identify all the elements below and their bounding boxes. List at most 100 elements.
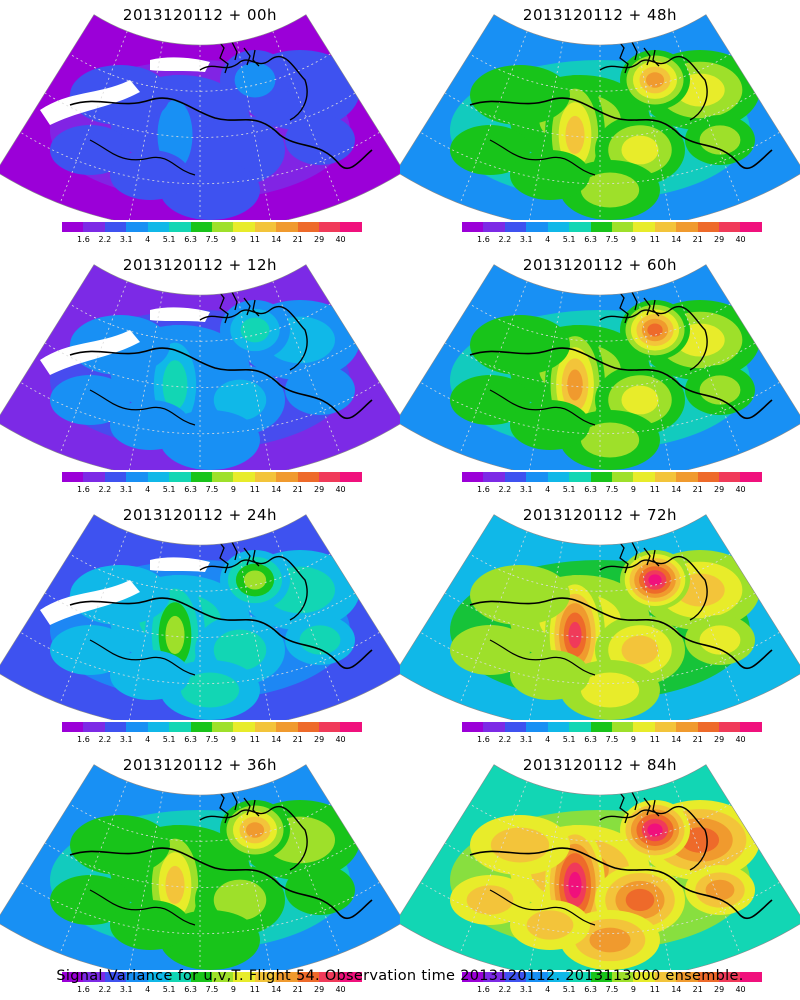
colorbar-tick-label: 2.2 bbox=[498, 735, 512, 744]
colorbar-swatch bbox=[483, 972, 505, 982]
colorbar-tick-label: 29 bbox=[314, 235, 325, 244]
latitude-line bbox=[444, 342, 756, 388]
longitude-line bbox=[672, 531, 741, 704]
colorbar-tick-label: 4 bbox=[145, 485, 151, 494]
colorbar-tick-label: 21 bbox=[292, 735, 303, 744]
contour-blob bbox=[580, 172, 640, 208]
coastline bbox=[69, 97, 373, 170]
colorbar-tick-label: 9 bbox=[630, 985, 636, 994]
colorbar-tick-label: 11 bbox=[249, 485, 260, 494]
contour-blob bbox=[234, 62, 276, 98]
colorbar-swatch bbox=[633, 472, 655, 482]
colorbar-swatch bbox=[319, 972, 341, 982]
colorbar-swatch bbox=[697, 972, 720, 982]
contour-blob bbox=[647, 323, 663, 337]
colorbar-swatch bbox=[740, 222, 762, 232]
colorbar-swatch bbox=[633, 222, 655, 232]
contour-blob bbox=[510, 400, 590, 450]
map-panel: 2013120112 + 24h 1.6 2.2 3.1 4 5.1 6.3 7.5 9 11 14… bbox=[0, 500, 400, 750]
contour-blob bbox=[699, 125, 741, 155]
colorbar-tick-label: 40 bbox=[335, 485, 346, 494]
colorbar-swatch bbox=[126, 472, 148, 482]
latitude-line bbox=[44, 92, 356, 138]
contour-blob bbox=[450, 625, 530, 675]
colorbar-tick-label: 3.1 bbox=[119, 235, 133, 244]
latitude-line bbox=[20, 631, 380, 685]
colorbar-tick-label: 11 bbox=[249, 735, 260, 744]
colorbar bbox=[62, 222, 362, 232]
colorbar-swatch bbox=[569, 972, 591, 982]
coastline bbox=[469, 847, 773, 920]
colorbar-tick-label: 1.6 bbox=[477, 235, 490, 244]
colorbar-swatch bbox=[62, 972, 84, 982]
longitude-line bbox=[459, 531, 528, 704]
colorbar-swatch bbox=[611, 972, 634, 982]
colorbar-swatch bbox=[297, 472, 320, 482]
colorbar-tick-label: 6.3 bbox=[184, 485, 197, 494]
arctic-islands bbox=[217, 289, 260, 324]
colorbar bbox=[62, 472, 362, 482]
colorbar-swatch bbox=[126, 222, 148, 232]
colorbar bbox=[462, 722, 762, 732]
panel-title: 2013120112 + 12h bbox=[122, 256, 278, 274]
colorbar-ticks: 1.6 2.2 3.1 4 5.1 6.3 7.5 9 11 14 21 29 40 bbox=[444, 985, 780, 997]
panel-title: 2013120112 + 24h bbox=[122, 506, 278, 524]
colorbar-swatch bbox=[569, 222, 591, 232]
arctic-islands bbox=[217, 39, 260, 74]
colorbar-swatch bbox=[254, 722, 277, 732]
colorbar-tick-label: 2.2 bbox=[98, 985, 112, 994]
missing-data-patch bbox=[150, 57, 210, 72]
colorbar-swatch bbox=[633, 972, 655, 982]
map-panel: 2013120112 + 72h 1.6 2.2 3.1 4 5.1 6.3 7.5 9 11 14… bbox=[400, 500, 800, 750]
colorbar-swatch bbox=[676, 472, 698, 482]
contour-blob bbox=[580, 422, 640, 458]
coastline bbox=[489, 389, 596, 426]
colorbar-tick-label: 14 bbox=[271, 235, 282, 244]
panel-title: 2013120112 + 60h bbox=[522, 256, 678, 274]
colorbar-swatch bbox=[83, 472, 105, 482]
longitude-line bbox=[672, 781, 741, 954]
polar-sector-map bbox=[400, 264, 800, 470]
longitude-line bbox=[636, 791, 672, 970]
map-border bbox=[0, 264, 400, 470]
contour-blob bbox=[50, 375, 130, 425]
colorbar-swatch bbox=[104, 222, 127, 232]
colorbar-swatch bbox=[169, 222, 191, 232]
colorbar-tick-label: 7.5 bbox=[605, 735, 619, 744]
colorbar-tick-label: 11 bbox=[249, 985, 260, 994]
colorbar-swatch bbox=[319, 222, 341, 232]
colorbar-tick-label: 5.1 bbox=[562, 235, 576, 244]
longitude-line bbox=[636, 541, 672, 720]
colorbar-swatch bbox=[340, 972, 362, 982]
colorbar-tick-label: 3.1 bbox=[519, 485, 533, 494]
longitude-line bbox=[672, 31, 741, 204]
coastline bbox=[489, 139, 596, 176]
colorbar-tick-label: 2.2 bbox=[498, 485, 512, 494]
colorbar-swatch bbox=[547, 722, 570, 732]
colorbar-swatch bbox=[526, 722, 548, 732]
contour-blob bbox=[568, 621, 582, 649]
colorbar-swatch bbox=[697, 222, 720, 232]
longitude-line bbox=[528, 541, 564, 720]
polar-sector-map bbox=[0, 264, 400, 470]
colorbar-tick-label: 5.1 bbox=[562, 735, 576, 744]
colorbar-tick-label: 6.3 bbox=[584, 235, 597, 244]
colorbar-swatch bbox=[740, 972, 762, 982]
colorbar-swatch bbox=[740, 472, 762, 482]
colorbar-tick-label: 1.6 bbox=[77, 235, 90, 244]
contour-blob bbox=[285, 365, 355, 415]
colorbar-tick-label: 1.6 bbox=[77, 735, 90, 744]
arctic-islands bbox=[617, 539, 660, 574]
colorbar-swatch bbox=[611, 472, 634, 482]
map-border bbox=[400, 14, 800, 220]
map-border bbox=[0, 14, 400, 220]
latitude-line bbox=[44, 342, 356, 388]
map-border bbox=[400, 764, 800, 970]
colorbar-tick-label: 3.1 bbox=[519, 985, 533, 994]
longitude-line bbox=[459, 281, 528, 454]
contour-blob bbox=[621, 135, 659, 165]
colorbar-swatch bbox=[83, 222, 105, 232]
colorbar-swatch bbox=[126, 972, 148, 982]
contour-blob bbox=[510, 650, 590, 700]
map-panel: 2013120112 + 12h 1.6 2.2 3.1 4 5.1 6.3 7.5 9 11 14… bbox=[0, 250, 400, 500]
